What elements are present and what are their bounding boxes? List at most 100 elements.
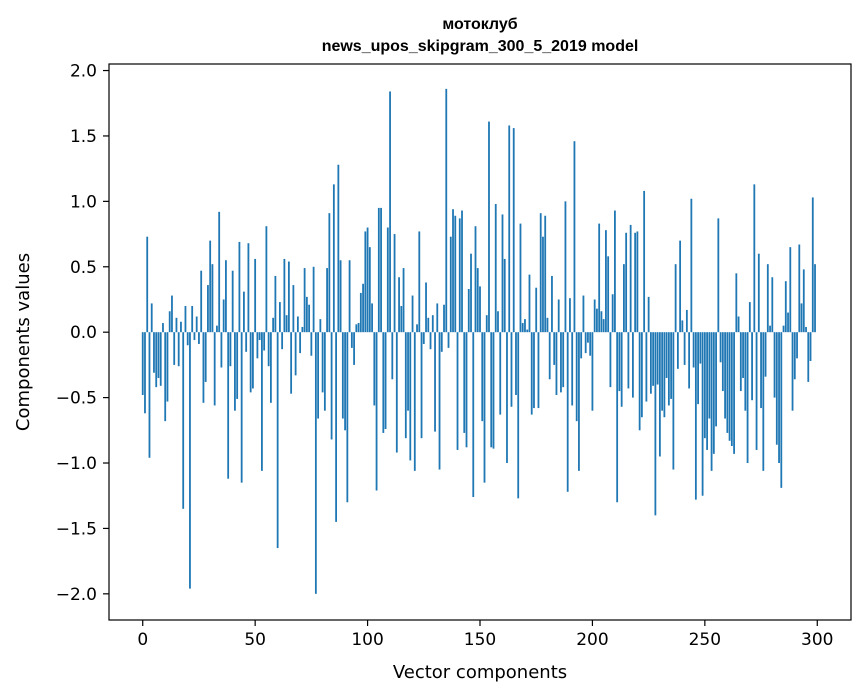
bar (452, 209, 454, 333)
bar (425, 282, 427, 333)
bar (685, 309, 688, 333)
bar (800, 303, 803, 333)
bar (476, 268, 479, 333)
bar (229, 332, 232, 367)
bar (546, 317, 549, 333)
bar (328, 213, 331, 333)
bar (357, 323, 360, 333)
bar (384, 332, 387, 429)
bar (368, 247, 371, 333)
bar (571, 332, 574, 406)
bar (449, 236, 452, 333)
bar (688, 332, 691, 389)
bar (429, 332, 432, 350)
y-tick-label: −1.5 (56, 519, 97, 539)
bar (330, 332, 333, 440)
bar (573, 141, 576, 333)
y-tick-label: 2.0 (70, 62, 97, 82)
y-axis-label: Components values (13, 253, 34, 431)
bar (636, 231, 639, 333)
bar (712, 332, 715, 454)
bar (793, 332, 796, 380)
bar (701, 332, 704, 496)
bar (508, 125, 511, 333)
bar (323, 332, 326, 411)
bar (213, 332, 216, 406)
bar (620, 332, 623, 407)
x-tick-label: 100 (351, 630, 383, 650)
bar (769, 325, 771, 333)
bar (757, 253, 760, 333)
bar (413, 332, 416, 471)
bar (290, 332, 293, 394)
bar (537, 332, 540, 409)
bar (501, 214, 504, 333)
bar (443, 304, 445, 333)
bar (467, 289, 470, 333)
bar (346, 332, 349, 503)
bar (764, 332, 767, 377)
bar (204, 332, 207, 382)
bar (683, 332, 686, 365)
bar (533, 332, 535, 409)
bar (591, 332, 594, 411)
bar (332, 184, 335, 333)
bar (182, 332, 185, 509)
y-tick-label: 1.5 (70, 127, 97, 147)
bar (281, 332, 284, 350)
bar (335, 332, 337, 522)
bar (483, 332, 486, 483)
plot-frame (108, 63, 852, 621)
bar (411, 295, 414, 333)
bar (488, 121, 490, 333)
bar (164, 332, 167, 422)
bar (672, 332, 675, 470)
bar (321, 332, 324, 393)
bar (254, 258, 257, 333)
x-tick-label: 150 (464, 630, 496, 650)
bar (766, 264, 769, 333)
bar (148, 332, 151, 458)
bar (796, 332, 798, 359)
bar (555, 332, 558, 395)
bar (627, 332, 630, 389)
bar (611, 294, 614, 333)
bar (472, 332, 475, 498)
bar (728, 332, 731, 441)
bar (629, 224, 632, 333)
bar (416, 324, 418, 333)
bar (440, 332, 443, 352)
bar (287, 261, 290, 333)
bar (719, 332, 722, 363)
bar (600, 311, 603, 333)
bar (490, 332, 493, 448)
bar (245, 332, 248, 352)
bar (676, 332, 679, 369)
bar (762, 332, 765, 471)
bar (252, 332, 254, 389)
bar (162, 323, 164, 333)
bar (485, 315, 488, 333)
bar (236, 332, 239, 399)
bar (157, 332, 160, 378)
y-tick-label: 0.5 (70, 258, 97, 278)
bar (708, 332, 711, 419)
bar (580, 332, 583, 359)
bar (607, 256, 610, 333)
bar (319, 319, 322, 333)
bar (584, 332, 587, 354)
bar (285, 315, 288, 333)
chart-title-group: мотоклуб news_upos_skipgram_300_5_2019 m… (322, 16, 639, 55)
bar (753, 184, 756, 333)
bar (569, 298, 571, 333)
bar (602, 319, 605, 333)
bar (301, 326, 304, 333)
bar (609, 332, 612, 388)
bar (748, 302, 751, 333)
x-axis-label: Vector components (393, 662, 567, 683)
y-axis: 2.0 1.5 1.0 0.5 0.0 −0.5 −1.0 −1.5 −2.0 (56, 62, 109, 605)
bar (209, 240, 212, 333)
bar (737, 316, 740, 333)
bar (589, 332, 592, 356)
bar (375, 332, 378, 491)
